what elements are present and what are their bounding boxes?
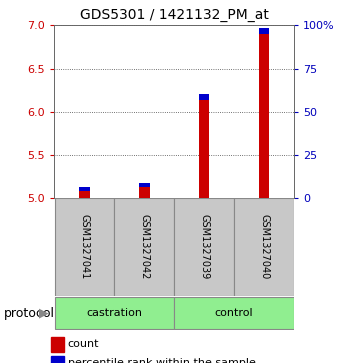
Text: protocol: protocol (4, 307, 55, 319)
Bar (79, 191, 90, 198)
Bar (174, 297, 294, 329)
Bar (234, 198, 294, 296)
Bar (259, 28, 270, 34)
Text: GSM1327040: GSM1327040 (259, 214, 269, 280)
Text: percentile rank within the sample: percentile rank within the sample (68, 358, 256, 363)
Text: control: control (215, 308, 253, 318)
Text: ▶: ▶ (39, 307, 49, 319)
Bar (55, 198, 114, 296)
Bar (51, 337, 64, 352)
Bar (139, 187, 149, 198)
Bar (174, 198, 234, 296)
Text: GSM1327039: GSM1327039 (199, 214, 209, 280)
Bar (114, 198, 174, 296)
Text: GSM1327041: GSM1327041 (79, 214, 89, 280)
Bar (55, 297, 174, 329)
Text: castration: castration (86, 308, 142, 318)
Title: GDS5301 / 1421132_PM_at: GDS5301 / 1421132_PM_at (80, 8, 268, 22)
Bar (79, 187, 90, 191)
Bar (259, 34, 270, 198)
Bar (139, 183, 149, 187)
Text: GSM1327042: GSM1327042 (139, 214, 149, 280)
Bar (199, 99, 210, 198)
Text: count: count (68, 339, 99, 349)
Bar (199, 94, 210, 99)
Bar (51, 355, 64, 363)
